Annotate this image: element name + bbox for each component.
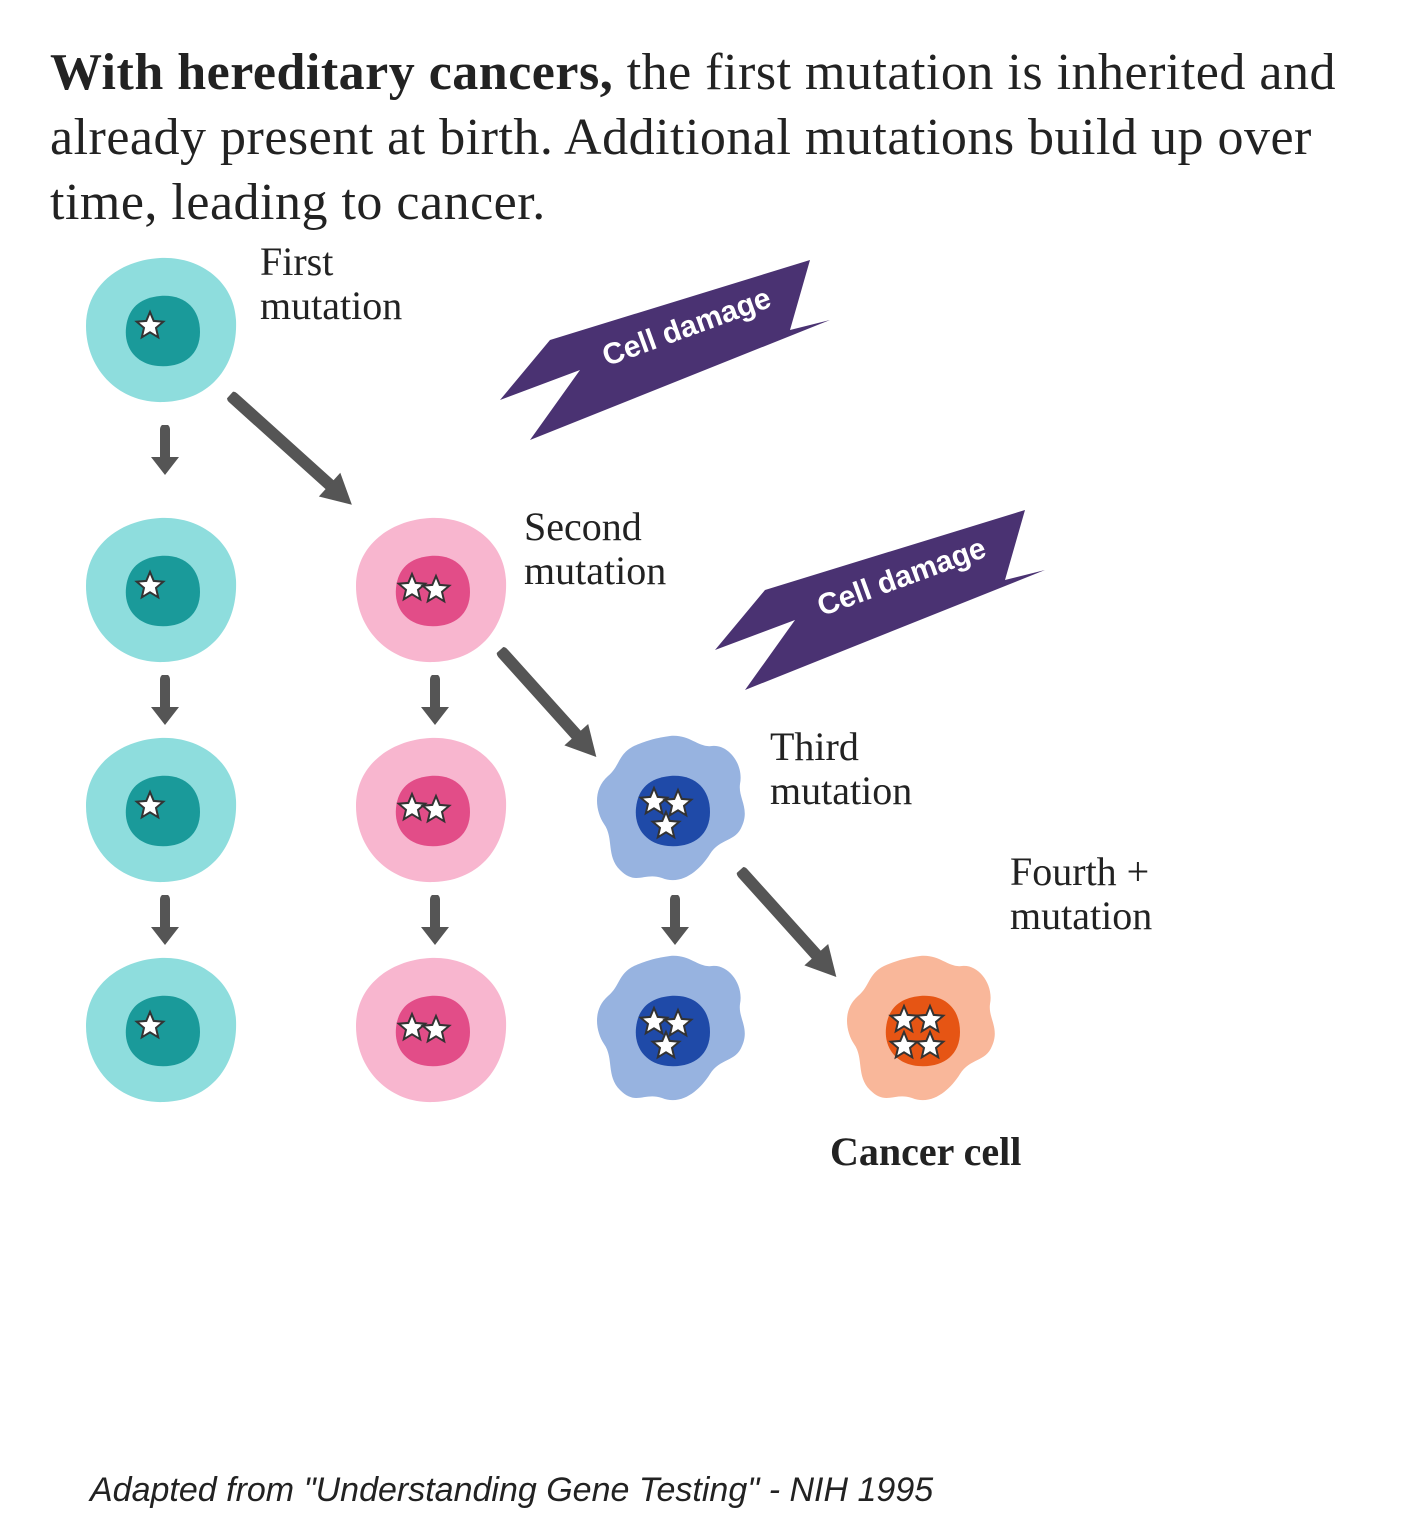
label-fourth-mutation: Fourth + mutation (1010, 850, 1260, 938)
cell-blue-icon (590, 730, 750, 890)
header-text: With hereditary cancers, the first mutat… (50, 40, 1376, 235)
arrow-down-icon (655, 895, 715, 955)
cell-pink-icon (350, 510, 510, 670)
cell-teal-icon (80, 950, 240, 1110)
arrow-down-icon (145, 425, 205, 485)
arrow-down-icon (415, 675, 475, 735)
arrow-down-icon (145, 675, 205, 735)
arrow-down-icon (145, 895, 205, 955)
cell-damage-lightning-icon: Cell damage (490, 260, 830, 460)
label-first-mutation: First mutation (260, 240, 480, 328)
arrow-down-icon (415, 895, 475, 955)
cell-teal-icon (80, 250, 240, 410)
label-cancer-cell: Cancer cell (830, 1130, 1130, 1174)
cell-damage-lightning-icon: Cell damage (705, 510, 1045, 710)
cell-pink-icon (350, 950, 510, 1110)
diagram-canvas: First mutation Second mutation Third mut… (50, 230, 1376, 1410)
cell-blue-icon (590, 950, 750, 1110)
cell-orange-icon (840, 950, 1000, 1110)
attribution-text: Adapted from "Understanding Gene Testing… (90, 1471, 933, 1510)
cell-teal-icon (80, 730, 240, 890)
cell-teal-icon (80, 510, 240, 670)
cell-pink-icon (350, 730, 510, 890)
arrow-diagonal-icon (217, 380, 370, 523)
header-bold: With hereditary cancers, (50, 44, 613, 101)
label-third-mutation: Third mutation (770, 725, 990, 813)
